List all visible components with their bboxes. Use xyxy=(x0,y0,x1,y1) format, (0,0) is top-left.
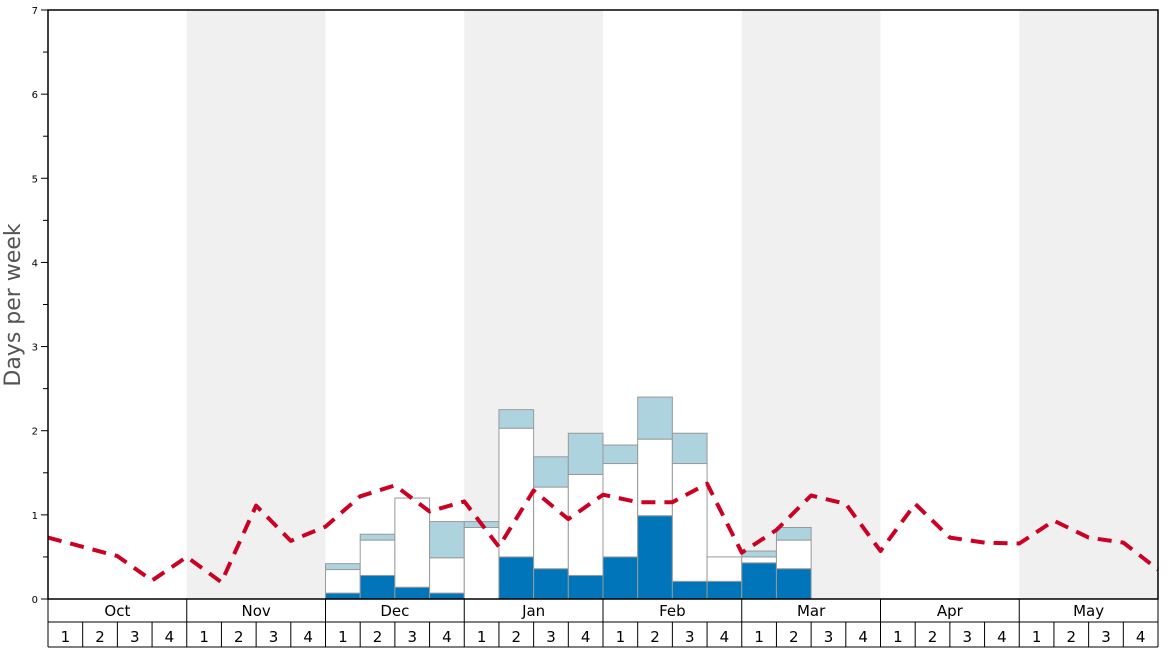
week-label: 1 xyxy=(616,628,626,646)
plot-frame xyxy=(47,9,1159,600)
week-label: 4 xyxy=(858,628,868,646)
bar-segment-light-w17 xyxy=(637,396,673,440)
month-label-oct: Oct xyxy=(104,602,130,620)
bar-segment-dark-w13 xyxy=(498,556,535,600)
week-label: 1 xyxy=(61,628,71,646)
week-label: 3 xyxy=(407,628,417,646)
week-label: 2 xyxy=(789,628,799,646)
bar-segment-dark-w20 xyxy=(741,562,777,600)
week-label: 4 xyxy=(303,628,313,646)
week-label: 4 xyxy=(165,628,175,646)
month-label-nov: Nov xyxy=(241,602,270,620)
bar-segment-middle-w21 xyxy=(775,539,812,570)
bars xyxy=(325,396,812,600)
bar-segment-middle-w11 xyxy=(429,557,465,594)
week-label: 3 xyxy=(962,628,972,646)
week-label: 1 xyxy=(338,628,348,646)
bar-segment-light-w20 xyxy=(741,550,777,558)
bar-segment-dark-w15 xyxy=(567,574,604,600)
week-label: 2 xyxy=(95,628,105,646)
month-label-dec: Dec xyxy=(380,602,409,620)
bar-segment-middle-w17 xyxy=(637,438,673,517)
y-tick-label: 5 xyxy=(32,174,38,185)
week-label: 2 xyxy=(512,628,522,646)
week-label: 1 xyxy=(893,628,903,646)
week-label: 3 xyxy=(130,628,140,646)
average-line-layer xyxy=(47,481,1160,585)
y-tick-label: 1 xyxy=(32,511,38,522)
y-tick-label: 7 xyxy=(32,6,38,17)
week-label: 2 xyxy=(373,628,383,646)
week-label: 3 xyxy=(685,628,695,646)
bar-segment-light-w11 xyxy=(429,521,465,559)
bar-segment-middle-w18 xyxy=(671,463,708,582)
bar-segment-middle-w15 xyxy=(567,473,604,576)
bar-segment-light-w13 xyxy=(498,409,535,429)
bar-segment-dark-w8 xyxy=(325,592,361,600)
month-band-nov xyxy=(186,10,326,599)
bar-segment-middle-w20 xyxy=(741,556,777,564)
bar-segment-dark-w18 xyxy=(671,580,708,600)
y-axis: 0 1 2 3 4 5 6 7 xyxy=(32,6,48,606)
week-label: 3 xyxy=(824,628,834,646)
x-axis: Oct 1 2 3 4 Nov 1 2 3 4 Dec 1 2 3 4 Jan 1 2 3 4 Feb 1 2 3 4 Mar 1 2… xyxy=(47,599,1159,648)
bar-segment-dark-w19 xyxy=(706,580,743,600)
bar-segment-light-w16 xyxy=(602,444,639,465)
week-label: 2 xyxy=(1067,628,1077,646)
week-label: 3 xyxy=(269,628,279,646)
week-label: 4 xyxy=(581,628,591,646)
week-label: 4 xyxy=(720,628,730,646)
month-label-may: May xyxy=(1073,602,1104,620)
month-band-mar xyxy=(741,10,881,599)
month-bands xyxy=(186,10,1158,599)
week-label: 1 xyxy=(199,628,209,646)
bar-segment-dark-w14 xyxy=(533,568,569,600)
average-line xyxy=(47,481,1160,585)
month-label-apr: Apr xyxy=(937,602,964,620)
y-tick-label: 3 xyxy=(32,343,38,354)
week-label: 1 xyxy=(754,628,764,646)
month-label-feb: Feb xyxy=(659,602,686,620)
bar-segment-middle-w8 xyxy=(325,569,361,594)
bar-segment-light-w14 xyxy=(533,456,569,488)
week-label: 4 xyxy=(442,628,452,646)
bar-segment-light-w18 xyxy=(671,432,708,465)
bar-segment-dark-w9 xyxy=(359,574,396,600)
week-label: 4 xyxy=(997,628,1007,646)
bar-segment-middle-w19 xyxy=(706,556,743,582)
bar-segment-middle-w14 xyxy=(533,486,569,570)
week-label: 1 xyxy=(477,628,487,646)
bar-segment-dark-w16 xyxy=(602,556,639,600)
bar-segment-middle-w16 xyxy=(602,463,639,558)
bar-segment-dark-w21 xyxy=(775,568,812,600)
bar-segment-light-w9 xyxy=(359,533,396,541)
week-label: 2 xyxy=(928,628,938,646)
y-axis-label: Days per week xyxy=(1,223,26,386)
y-tick-label: 4 xyxy=(32,258,38,269)
bar-segment-light-w21 xyxy=(775,526,812,541)
week-label: 4 xyxy=(1136,628,1146,646)
month-label-mar: Mar xyxy=(797,602,826,620)
week-label: 3 xyxy=(1101,628,1111,646)
bar-segment-middle-w10 xyxy=(394,497,431,588)
bar-segment-dark-w10 xyxy=(394,586,431,600)
week-label: 1 xyxy=(1032,628,1042,646)
bar-segment-light-w15 xyxy=(567,432,604,475)
bar-segment-middle-w9 xyxy=(359,539,396,576)
bar-segment-dark-w11 xyxy=(429,592,465,600)
month-band-may xyxy=(1019,10,1158,599)
month-label-jan: Jan xyxy=(521,602,545,620)
week-label: 3 xyxy=(546,628,556,646)
y-tick-label: 6 xyxy=(32,90,38,101)
y-tick-label: 0 xyxy=(32,595,38,606)
week-label: 2 xyxy=(234,628,244,646)
y-tick-label: 2 xyxy=(32,427,38,438)
week-label: 2 xyxy=(650,628,660,646)
bar-segment-dark-w17 xyxy=(637,515,673,600)
bar-segment-light-w8 xyxy=(325,563,361,571)
